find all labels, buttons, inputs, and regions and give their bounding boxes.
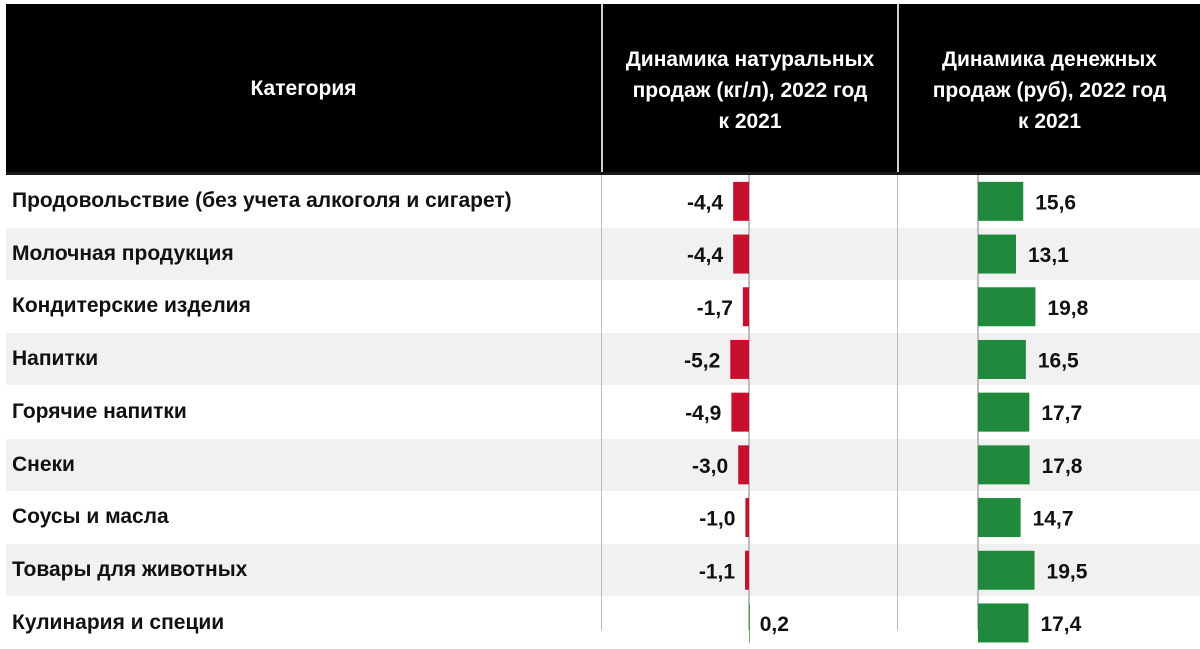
category-label: Кулинария и специи xyxy=(12,610,225,634)
header-bottom-rule xyxy=(6,172,1200,175)
natural-sales-label: -4,4 xyxy=(687,191,724,214)
table-row: Продовольствие (без учета алкоголя и сиг… xyxy=(6,175,1200,227)
category-label: Молочная продукция xyxy=(12,241,234,265)
column-divider xyxy=(601,175,602,630)
category-label: Товары для животных xyxy=(12,557,248,581)
bar-layer: -4,4 15,6 -4,4 13,1 -1,7 19,8 -5,2 16,5 -4,9 17,7… xyxy=(684,181,1089,643)
category-label: Кондитерские изделия xyxy=(12,294,251,318)
monetary-sales-bar xyxy=(978,181,1024,221)
natural-sales-label: -1,1 xyxy=(699,560,736,583)
natural-sales-bar xyxy=(731,392,749,432)
natural-sales-bar xyxy=(742,287,749,327)
table-row: Соусы и масла xyxy=(6,491,1200,543)
monetary-sales-bar xyxy=(978,603,1029,643)
header-natural-sales: Динамика натуральных продаж (кг/л), 2022… xyxy=(625,47,875,133)
category-label: Горячие напитки xyxy=(12,399,187,423)
monetary-sales-label: 16,5 xyxy=(1038,349,1079,372)
monetary-sales-label: 17,4 xyxy=(1040,613,1081,636)
monetary-sales-bar xyxy=(978,445,1030,485)
header-divider xyxy=(897,4,899,172)
monetary-sales-label: 19,8 xyxy=(1047,297,1088,320)
natural-sales-bar xyxy=(745,498,749,538)
natural-sales-label: -5,2 xyxy=(684,349,720,372)
natural-sales-label: -4,4 xyxy=(687,244,724,267)
natural-sales-bar xyxy=(738,445,749,485)
table-row: Кондитерские изделия xyxy=(6,280,1200,332)
category-label: Продовольствие (без учета алкоголя и сиг… xyxy=(12,189,512,212)
natural-sales-bar xyxy=(730,339,749,379)
header-monetary-sales: Динамика денежных продаж (руб), 2022 год… xyxy=(932,47,1167,133)
natural-sales-label: -4,9 xyxy=(685,402,721,425)
header-category: Категория xyxy=(250,76,357,100)
monetary-sales-label: 15,6 xyxy=(1035,191,1076,214)
category-label: Соусы и масла xyxy=(12,505,169,529)
monetary-sales-bar xyxy=(978,234,1016,274)
monetary-sales-bar xyxy=(978,550,1035,590)
monetary-sales-label: 13,1 xyxy=(1028,244,1069,267)
header-divider xyxy=(601,4,603,172)
table-header: Категория Динамика натуральных продаж (к… xyxy=(6,4,1200,172)
natural-sales-label: -1,0 xyxy=(699,508,735,531)
column-divider xyxy=(897,175,898,630)
monetary-sales-label: 14,7 xyxy=(1033,508,1074,531)
monetary-sales-label: 17,7 xyxy=(1041,402,1082,425)
natural-sales-label: 0,2 xyxy=(760,613,789,636)
monetary-sales-bar xyxy=(978,498,1021,538)
monetary-sales-bar xyxy=(978,287,1036,327)
monetary-sales-bar xyxy=(978,392,1030,432)
natural-sales-bar xyxy=(733,181,749,221)
natural-sales-bar xyxy=(733,234,749,274)
monetary-sales-label: 17,8 xyxy=(1042,455,1083,478)
category-label: Напитки xyxy=(12,347,99,371)
table-row: Кулинария и специи xyxy=(6,597,1200,649)
sales-dynamics-table: Категория Динамика натуральных продаж (к… xyxy=(6,4,1200,643)
natural-sales-bar xyxy=(749,603,750,643)
category-label: Снеки xyxy=(12,452,75,476)
natural-sales-bar xyxy=(745,550,749,590)
table-row: Горячие напитки xyxy=(6,386,1200,438)
monetary-sales-label: 19,5 xyxy=(1047,560,1088,583)
natural-sales-label: -1,7 xyxy=(697,297,733,320)
natural-sales-label: -3,0 xyxy=(692,455,728,478)
monetary-sales-bar xyxy=(978,339,1026,379)
